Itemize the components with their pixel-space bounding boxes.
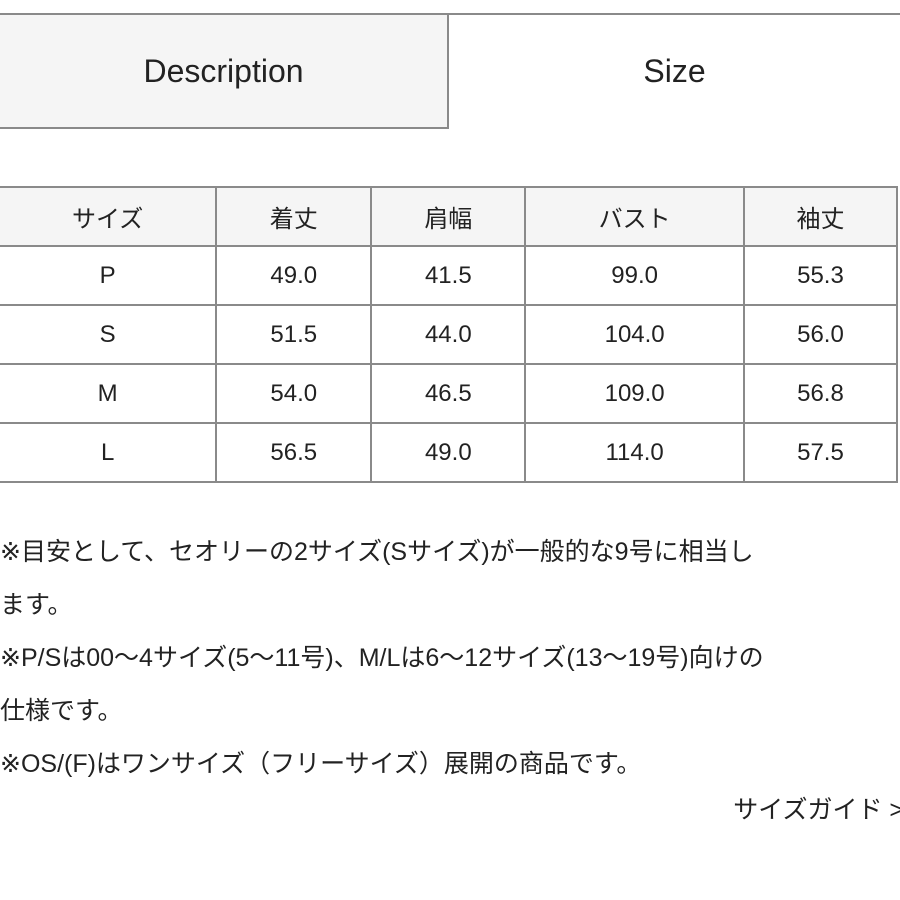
cell: 57.5 [742, 422, 899, 483]
cell: 46.5 [370, 363, 527, 424]
size-table: サイズ 着丈 肩幅 バスト 袖丈 P 49.0 41.5 99.0 55.3 S… [0, 186, 899, 483]
table-row: S 51.5 44.0 104.0 56.0 [0, 304, 899, 365]
header-size: サイズ [0, 186, 218, 247]
tab-size[interactable]: Size [449, 15, 900, 127]
cell: 51.5 [215, 304, 373, 365]
cell: 41.5 [370, 245, 527, 306]
header-shoulder: 肩幅 [370, 186, 527, 247]
cell: 56.8 [742, 363, 899, 424]
table-row: M 54.0 46.5 109.0 56.8 [0, 363, 899, 424]
note-line: ※OS/(F)はワンサイズ（フリーサイズ）展開の商品です。 [0, 750, 642, 778]
tab-description[interactable]: Description [0, 15, 449, 129]
cell: 104.0 [524, 304, 745, 365]
table-row: L 56.5 49.0 114.0 57.5 [0, 422, 899, 483]
cell: 56.0 [742, 304, 899, 365]
cell: 55.3 [742, 245, 899, 306]
table-row: P 49.0 41.5 99.0 55.3 [0, 245, 899, 306]
cell: S [0, 304, 218, 365]
cell: 49.0 [370, 422, 527, 483]
cell: 99.0 [524, 245, 745, 306]
cell: 114.0 [524, 422, 745, 483]
note-line: 仕様です。 [0, 697, 123, 725]
header-bust: バスト [524, 186, 745, 247]
note-line: ます。 [0, 591, 73, 619]
cell: 49.0 [215, 245, 373, 306]
cell: 56.5 [215, 422, 373, 483]
cell: 109.0 [524, 363, 745, 424]
tab-bar: Description Size [0, 13, 900, 129]
header-length: 着丈 [215, 186, 373, 247]
cell: 54.0 [215, 363, 373, 424]
cell: L [0, 422, 218, 483]
table-header-row: サイズ 着丈 肩幅 バスト 袖丈 [0, 186, 899, 247]
note-line: ※目安として、セオリーの2サイズ(Sサイズ)が一般的な9号に相当し [0, 538, 754, 566]
cell: 44.0 [370, 304, 527, 365]
cell: P [0, 245, 218, 306]
header-sleeve: 袖丈 [742, 186, 899, 247]
cell: M [0, 363, 218, 424]
size-notes: ※目安として、セオリーの2サイズ(Sサイズ)が一般的な9号に相当し ます。 ※P… [0, 526, 900, 791]
note-line: ※P/Sは00〜4サイズ(5〜11号)、M/Lは6〜12サイズ(13〜19号)向… [0, 644, 764, 672]
size-guide-link[interactable]: サイズガイド > [733, 796, 900, 824]
